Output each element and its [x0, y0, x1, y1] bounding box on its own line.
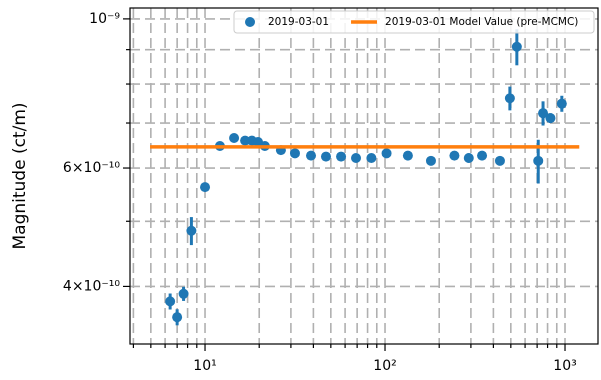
legend-marker	[245, 17, 255, 27]
data-point	[533, 155, 544, 166]
data-point	[320, 151, 331, 162]
data-point	[165, 296, 176, 307]
data-point	[381, 148, 392, 159]
data-point	[425, 155, 436, 166]
data-point	[306, 150, 317, 161]
data-point	[200, 182, 211, 193]
data-point	[504, 93, 515, 104]
data-point	[229, 133, 240, 144]
data-point	[289, 148, 300, 159]
x-tick-label: 10³	[553, 358, 576, 374]
data-point	[402, 150, 413, 161]
legend: 2019-03-01 2019-03-01 Model Value (pre-MC…	[233, 10, 595, 34]
data-point	[494, 155, 505, 166]
data-point	[463, 152, 474, 163]
y-tick-label: 10⁻⁹	[89, 11, 120, 27]
legend-label: 2019-03-01	[268, 16, 329, 28]
data-point	[449, 150, 460, 161]
data-point	[477, 150, 488, 161]
legend-label: 2019-03-01 Model Value (pre-MCMC)	[385, 16, 578, 28]
data-point	[336, 151, 347, 162]
x-tick-label: 10¹	[193, 358, 216, 374]
data-point	[172, 312, 183, 323]
plot-frame	[129, 7, 599, 345]
data-point	[351, 152, 362, 163]
data-point	[178, 288, 189, 299]
legend-box	[233, 10, 595, 34]
data-point	[556, 98, 567, 109]
y-axis-label: Magnitude (ct/m)	[10, 102, 30, 249]
data-point	[186, 225, 197, 236]
data-point	[538, 108, 549, 119]
data-point	[511, 41, 522, 52]
y-tick-label: 4×10⁻¹⁰	[63, 278, 120, 294]
y-tick-label: 6×10⁻¹⁰	[63, 160, 120, 176]
data-point	[366, 152, 377, 163]
x-tick-label: 10²	[373, 358, 396, 374]
data-point	[545, 113, 556, 124]
